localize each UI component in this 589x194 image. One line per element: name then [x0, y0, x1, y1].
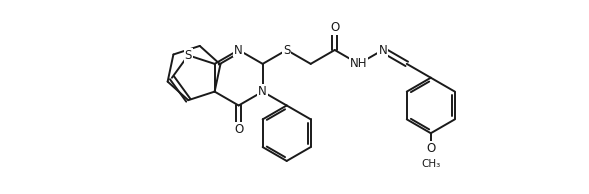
Text: O: O [234, 123, 243, 136]
Text: CH₃: CH₃ [421, 159, 441, 169]
Text: NH: NH [350, 57, 368, 70]
Text: S: S [184, 49, 192, 62]
Text: N: N [234, 43, 243, 56]
Text: O: O [426, 142, 435, 155]
Text: S: S [283, 43, 290, 56]
Text: O: O [330, 21, 339, 34]
Text: N: N [378, 43, 387, 56]
Text: N: N [259, 85, 267, 98]
